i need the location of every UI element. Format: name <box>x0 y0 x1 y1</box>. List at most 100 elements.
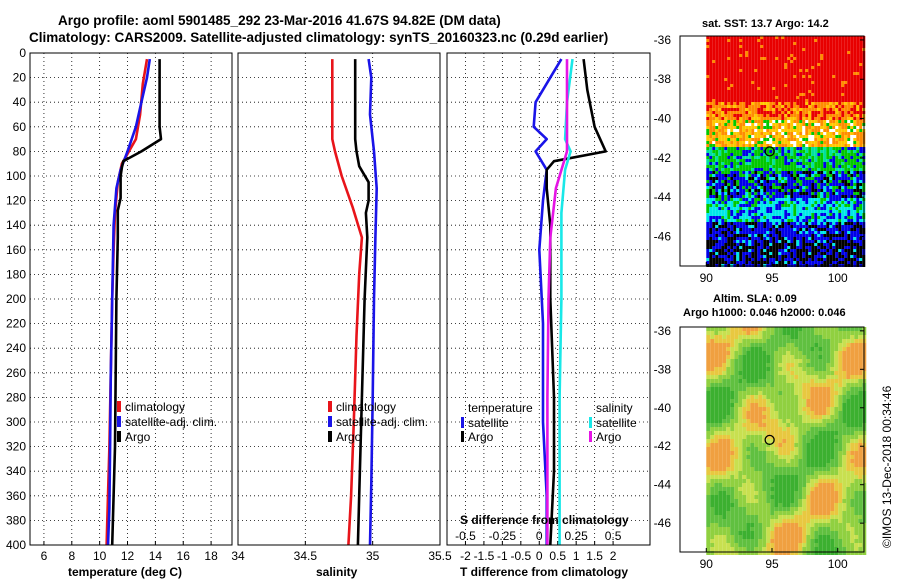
sst-cell <box>730 42 734 45</box>
sst-cell <box>721 87 725 90</box>
sst-cell <box>784 195 788 198</box>
sst-cell <box>859 183 863 186</box>
sst-cell <box>859 105 863 108</box>
sst-cell <box>859 144 863 147</box>
sst-cell <box>787 135 791 138</box>
sst-cell <box>826 225 830 228</box>
sst-cell <box>733 156 737 159</box>
sst-cell <box>739 108 743 111</box>
sst-cell <box>829 234 833 237</box>
sst-cell <box>745 102 749 105</box>
sst-cell <box>751 180 755 183</box>
sst-cell <box>844 144 848 147</box>
sst-cell <box>736 132 740 135</box>
sst-cell <box>748 141 752 144</box>
sst-cell <box>838 228 842 231</box>
sst-cell <box>736 57 740 60</box>
sst-cell <box>826 210 830 213</box>
sla-cell <box>766 391 771 395</box>
sst-cell <box>709 117 713 120</box>
sst-cell <box>805 219 809 222</box>
sst-cell <box>706 93 710 96</box>
sst-cell <box>721 54 725 57</box>
sst-cell <box>775 54 779 57</box>
sst-cell <box>766 69 770 72</box>
sst-cell <box>814 180 818 183</box>
sst-cell <box>733 261 737 264</box>
sst-cell <box>718 75 722 78</box>
sst-cell <box>739 78 743 81</box>
sst-cell <box>742 180 746 183</box>
sst-cell <box>766 234 770 237</box>
sla-cell <box>750 371 755 375</box>
sst-cell <box>748 114 752 117</box>
sst-cell <box>721 192 725 195</box>
sst-cell <box>823 183 827 186</box>
sst-cell <box>859 87 863 90</box>
sst-cell <box>736 186 740 189</box>
sst-cell <box>799 81 803 84</box>
sst-cell <box>799 39 803 42</box>
sla-cell <box>750 387 755 391</box>
sla-cell <box>850 375 855 379</box>
sst-cell <box>718 78 722 81</box>
sst-cell <box>772 213 776 216</box>
sst-cell <box>796 60 800 63</box>
sst-cell <box>748 240 752 243</box>
x-tick-label: -1.5 <box>474 549 495 563</box>
sst-cell <box>778 198 782 201</box>
sst-cell <box>841 174 845 177</box>
sst-cell <box>811 168 815 171</box>
sst-cell <box>715 228 719 231</box>
sst-cell <box>841 120 845 123</box>
sst-cell <box>775 234 779 237</box>
sst-cell <box>799 216 803 219</box>
sst-cell <box>757 57 761 60</box>
sst-cell <box>805 111 809 114</box>
sla-cell <box>778 379 783 383</box>
sst-cell <box>826 45 830 48</box>
sst-cell <box>802 99 806 102</box>
sst-cell <box>724 129 728 132</box>
lat-tick-label: -38 <box>654 72 672 86</box>
sst-cell <box>778 45 782 48</box>
sst-cell <box>766 183 770 186</box>
sst-cell <box>709 90 713 93</box>
sst-cell <box>766 57 770 60</box>
sst-cell <box>805 159 809 162</box>
sst-cell <box>754 123 758 126</box>
sst-cell <box>772 96 776 99</box>
sst-cell <box>841 246 845 249</box>
sst-cell <box>802 174 806 177</box>
sst-cell <box>745 129 749 132</box>
sst-cell <box>721 177 725 180</box>
sst-cell <box>754 75 758 78</box>
sla-cell <box>714 391 719 395</box>
sst-cell <box>793 240 797 243</box>
sst-cell <box>739 60 743 63</box>
sst-cell <box>808 162 812 165</box>
sst-cell <box>805 246 809 249</box>
sst-cell <box>730 195 734 198</box>
sst-cell <box>820 183 824 186</box>
secondary-tick-label: 0.25 <box>565 529 589 543</box>
sst-cell <box>808 75 812 78</box>
sst-cell <box>853 99 857 102</box>
sst-cell <box>769 225 773 228</box>
sst-cell <box>817 180 821 183</box>
sst-cell <box>736 249 740 252</box>
sst-cell <box>793 237 797 240</box>
sst-cell <box>736 105 740 108</box>
sst-cell <box>856 180 860 183</box>
sst-cell <box>748 39 752 42</box>
sst-cell <box>751 114 755 117</box>
sst-cell <box>760 192 764 195</box>
sst-cell <box>709 42 713 45</box>
sst-cell <box>850 45 854 48</box>
sst-cell <box>757 261 761 264</box>
sst-cell <box>715 54 719 57</box>
depth-tick-label: 80 <box>13 144 27 158</box>
sst-cell <box>775 123 779 126</box>
sst-cell <box>841 177 845 180</box>
sst-cell <box>709 99 713 102</box>
